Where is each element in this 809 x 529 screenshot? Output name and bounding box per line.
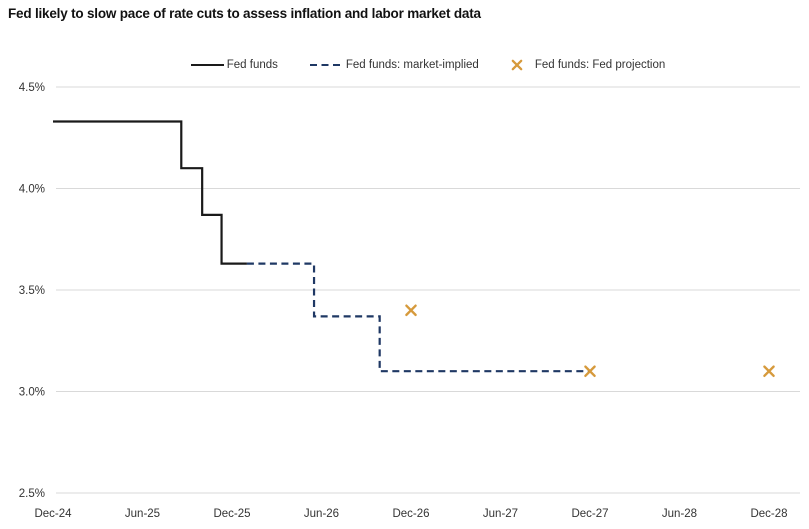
dashed-line-swatch-icon [309,64,343,66]
legend-label: Fed funds: Fed projection [534,59,666,71]
y-axis-tick-label: 3.0% [19,387,45,399]
x-axis-tick-label: Jun-26 [304,508,339,520]
x-axis-tick-label: Jun-27 [483,508,518,520]
fed-projection-marker [405,304,417,317]
legend-item-fed-funds: Fed funds [190,59,278,71]
x-marker-swatch-icon [511,59,523,71]
fed-funds-market-implied-line [246,262,590,373]
x-axis-tick-label: Dec-25 [213,508,250,520]
chart-legend: Fed funds Fed funds: market-implied Fed fu… [56,55,800,75]
x-axis-tick-label: Jun-28 [662,508,697,520]
legend-item-fed-funds-market-implied: Fed funds: market-implied [309,59,479,71]
y-axis-tick-label: 3.5% [19,285,45,297]
fed-funds-line [53,120,247,265]
fed-projection-marker [584,365,596,377]
x-axis-tick-label: Dec-24 [34,508,72,520]
solid-line-swatch-icon [190,64,224,66]
x-axis-tick-label: Dec-27 [571,508,608,520]
chart-title: Fed likely to slow pace of rate cuts to … [8,6,481,21]
x-axis-tick-label: Jun-25 [125,508,160,520]
legend-item-fed-funds-fed-projection: Fed funds: Fed projection [511,59,665,71]
y-axis-tick-label: 4.5% [19,82,45,94]
legend-label: Fed funds [226,59,278,71]
x-axis-tick-label: Dec-26 [392,508,429,520]
fed-projection-marker [511,59,523,71]
legend-label: Fed funds: market-implied [345,59,479,71]
x-axis-tick-label: Dec-28 [750,508,787,520]
y-axis-tick-label: 2.5% [19,488,45,500]
fed-projection-marker [763,365,775,377]
y-axis-tick-label: 4.0% [19,184,45,196]
